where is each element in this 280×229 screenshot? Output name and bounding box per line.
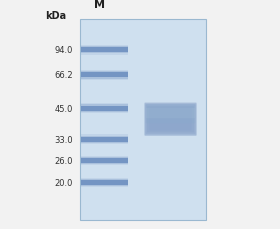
FancyBboxPatch shape: [144, 103, 197, 136]
Bar: [81, 180, 128, 185]
Bar: [81, 48, 128, 53]
Text: 20.0: 20.0: [54, 178, 73, 187]
Bar: [81, 136, 128, 143]
FancyBboxPatch shape: [147, 106, 194, 133]
FancyBboxPatch shape: [146, 105, 195, 134]
Bar: [81, 47, 128, 54]
Bar: [81, 158, 128, 163]
FancyBboxPatch shape: [144, 104, 197, 136]
Text: 66.2: 66.2: [54, 71, 73, 80]
Bar: [81, 156, 128, 166]
Text: 26.0: 26.0: [54, 156, 73, 165]
Bar: [81, 137, 128, 142]
Text: kDa: kDa: [45, 11, 67, 21]
Text: M: M: [94, 0, 105, 10]
Bar: [81, 135, 128, 144]
FancyBboxPatch shape: [146, 108, 195, 119]
Bar: [81, 179, 128, 186]
Bar: [81, 46, 128, 55]
Bar: [81, 105, 128, 112]
Bar: [81, 104, 128, 114]
Bar: [80, 19, 206, 220]
Bar: [81, 71, 128, 80]
Bar: [81, 157, 128, 164]
Text: 45.0: 45.0: [54, 104, 73, 113]
Text: 33.0: 33.0: [54, 135, 73, 144]
Bar: [81, 178, 128, 188]
Text: 94.0: 94.0: [54, 46, 73, 55]
Bar: [81, 72, 128, 79]
FancyBboxPatch shape: [150, 108, 192, 131]
FancyBboxPatch shape: [146, 104, 195, 124]
Bar: [81, 73, 128, 78]
Bar: [81, 106, 128, 111]
